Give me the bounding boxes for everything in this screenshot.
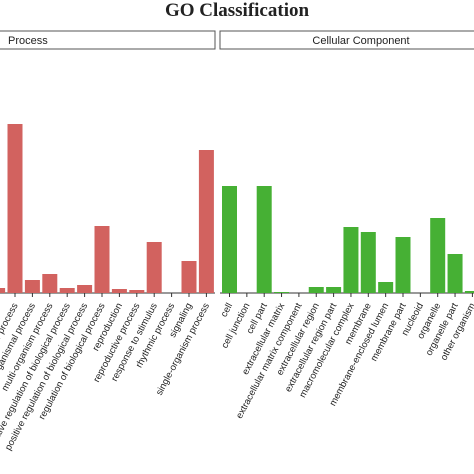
bar [7,124,23,293]
bar [222,186,237,293]
bar [326,287,342,293]
bar [464,291,474,293]
bar [59,288,75,293]
bar [198,150,214,293]
bar [360,232,376,293]
bar [94,226,110,293]
bar [447,254,463,293]
bar [77,285,93,293]
bar [181,261,197,293]
panel-header [219,30,474,50]
bar [256,186,272,293]
panel-title: Process [8,35,48,47]
bar [129,290,145,293]
bar [111,289,127,293]
bar [0,288,6,293]
panel-header [0,30,216,50]
panel-title: Cellular Component [312,35,409,47]
bar [146,242,162,293]
bar [430,218,446,293]
bar [378,282,394,293]
x-tick-label: cell [219,301,235,319]
bar [343,227,359,293]
bar [24,280,40,293]
bar [274,292,290,293]
bar [395,237,411,293]
chart-title: GO Classification [165,0,310,21]
bar [308,287,324,293]
bar [42,274,58,293]
